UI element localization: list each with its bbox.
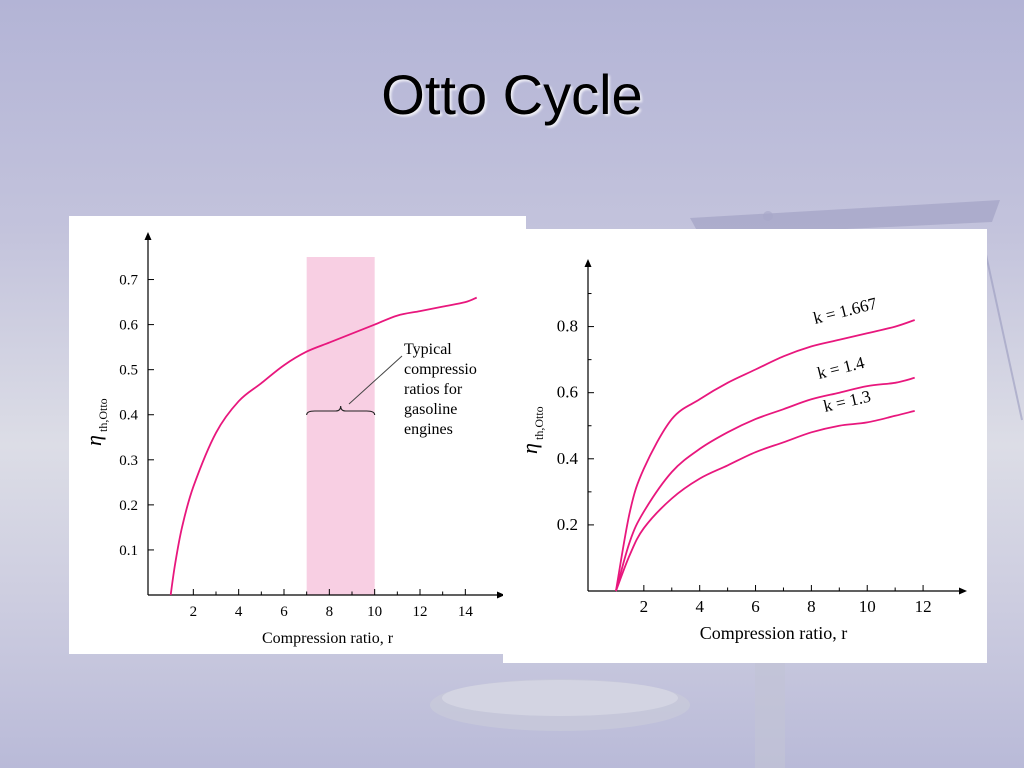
x-tick-label: 2 xyxy=(640,597,649,616)
y-tick-label: 0.7 xyxy=(119,273,138,289)
y-axis-subscript: th,Otto xyxy=(532,406,546,440)
right-chart-panel: 2 4 6 8 10 12 0.2 0.4 0.6 0.8 Compression ratio, r… xyxy=(503,229,987,663)
annotation-text: compressio xyxy=(404,361,477,378)
x-tick-label: 4 xyxy=(235,604,243,620)
y-tick-label: 0.2 xyxy=(557,515,578,534)
annotation-brace xyxy=(306,405,376,416)
y-tick-label: 0.4 xyxy=(119,408,138,424)
y-axis-label: η th,Otto xyxy=(517,406,546,454)
series-label: k = 1.667 xyxy=(811,294,879,328)
series-label: k = 1.3 xyxy=(822,387,873,416)
series-line xyxy=(615,319,915,592)
x-tick-label: 10 xyxy=(859,597,876,616)
series-line xyxy=(169,296,478,596)
y-axis-symbol: η xyxy=(517,443,542,454)
x-tick-label: 14 xyxy=(458,604,474,620)
series-line xyxy=(615,410,915,592)
x-tick-label: 8 xyxy=(807,597,816,616)
x-axis-arrow xyxy=(497,591,505,599)
y-axis-arrow xyxy=(144,232,152,240)
y-tick-label: 0.3 xyxy=(119,453,138,469)
x-tick-label: 2 xyxy=(190,604,198,620)
y-tick-label: 0.1 xyxy=(119,543,138,559)
x-tick-label: 12 xyxy=(413,604,428,620)
y-tick-label: 0.6 xyxy=(557,383,578,402)
y-axis-symbol: η xyxy=(81,435,106,446)
series-label: k = 1.4 xyxy=(815,353,866,383)
x-tick-label: 6 xyxy=(751,597,760,616)
y-tick-label: 0.2 xyxy=(119,498,138,514)
typical-range-band xyxy=(306,257,375,595)
left-chart-panel: 2 4 6 8 10 12 14 0.1 0.2 0.3 0.4 0.5 0.6 0.7 Compressi… xyxy=(69,216,526,654)
annotation-text: engines xyxy=(404,421,453,438)
y-tick-label: 0.8 xyxy=(557,317,578,336)
y-axis-label: η th,Otto xyxy=(81,398,110,446)
x-tick-label: 6 xyxy=(280,604,288,620)
x-axis-label: Compression ratio, r xyxy=(262,630,394,647)
annotation-text: Typical xyxy=(404,341,452,358)
y-axis-arrow xyxy=(584,259,592,267)
x-tick-label: 12 xyxy=(915,597,932,616)
slide-title: Otto Cycle xyxy=(381,63,643,126)
series-line xyxy=(615,376,915,592)
y-axis-subscript: th,Otto xyxy=(96,398,110,432)
x-tick-label: 10 xyxy=(367,604,382,620)
annotation-text: ratios for xyxy=(404,381,463,398)
x-tick-label: 8 xyxy=(326,604,334,620)
y-tick-label: 0.6 xyxy=(119,318,138,334)
efficiency-by-k-chart: 2 4 6 8 10 12 0.2 0.4 0.6 0.8 Compression ratio, r… xyxy=(517,259,967,643)
annotation-leader-line xyxy=(348,355,403,405)
y-tick-label: 0.5 xyxy=(119,363,138,379)
y-tick-label: 0.4 xyxy=(557,449,579,468)
annotation-text: gasoline xyxy=(404,401,457,418)
x-axis-label: Compression ratio, r xyxy=(700,623,847,643)
x-tick-label: 4 xyxy=(695,597,704,616)
x-axis-arrow xyxy=(959,587,967,595)
efficiency-vs-compression-chart: 2 4 6 8 10 12 14 0.1 0.2 0.3 0.4 0.5 0.6 0.7 Compressi… xyxy=(81,232,505,647)
